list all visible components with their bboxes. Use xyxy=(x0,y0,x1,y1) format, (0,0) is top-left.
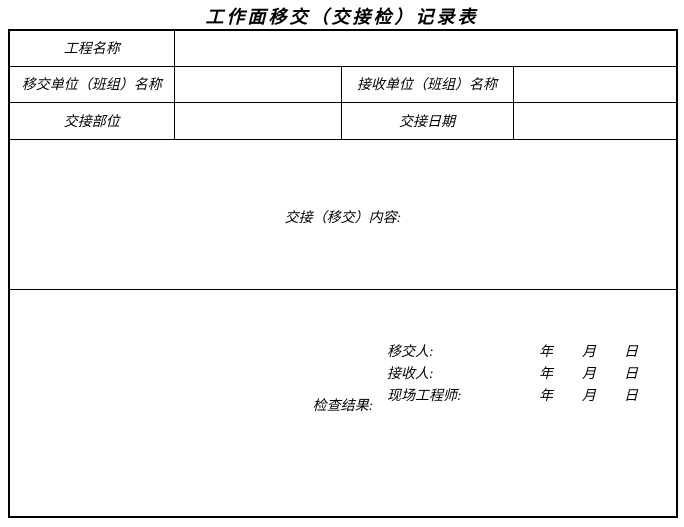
handover-date-value-cell[interactable] xyxy=(512,101,678,140)
transferor-day-label: 日 xyxy=(624,345,638,361)
handover-part-value-cell[interactable] xyxy=(173,101,342,140)
inspection-result-label: 检查结果: xyxy=(312,399,374,415)
handover-content-label: 交接（移交）内容: xyxy=(284,210,402,226)
project-name-value-cell[interactable] xyxy=(173,29,678,67)
handover-record-table: 工程名称 移交单位（班组）名称 接收单位（班组）名称 交接部位 交接日期 交接（… xyxy=(8,29,678,518)
site-engineer-year-label: 年 xyxy=(539,389,553,405)
transferor-year-label: 年 xyxy=(539,345,553,361)
page-title: 工作面移交（交接检）记录表 xyxy=(205,7,479,27)
inspection-result-cell[interactable]: 检查结果: 移交人: 年 月 日 接收人: 年 xyxy=(8,288,678,518)
transfer-unit-label: 移交单位（班组）名称 xyxy=(8,65,175,103)
site-engineer-day-label: 日 xyxy=(624,389,638,405)
receive-unit-value-cell[interactable] xyxy=(512,65,678,103)
signature-row-transferor: 移交人: 年 月 日 xyxy=(387,341,667,363)
signature-block: 移交人: 年 月 日 接收人: 年 月 日 xyxy=(387,341,667,407)
inspection-result-area: 检查结果: 移交人: 年 月 日 接收人: 年 xyxy=(13,345,673,415)
table-row: 交接部位 交接日期 xyxy=(8,101,678,140)
signature-row-site-engineer: 现场工程师: 年 月 日 xyxy=(387,385,667,407)
site-engineer-month-label: 月 xyxy=(582,389,596,405)
receiver-label: 接收人: xyxy=(387,367,434,383)
table-row: 工程名称 xyxy=(8,29,678,67)
handover-content-area: 交接（移交）内容: xyxy=(13,202,673,227)
transfer-unit-value-cell[interactable] xyxy=(173,65,342,103)
table-row: 检查结果: 移交人: 年 月 日 接收人: 年 xyxy=(8,288,678,518)
project-name-label: 工程名称 xyxy=(8,29,175,67)
receiver-month-label: 月 xyxy=(582,367,596,383)
transferor-month-label: 月 xyxy=(582,345,596,361)
receiver-day-label: 日 xyxy=(624,367,638,383)
receive-unit-label: 接收单位（班组）名称 xyxy=(340,65,514,103)
table-row: 移交单位（班组）名称 接收单位（班组）名称 xyxy=(8,65,678,103)
receiver-year-label: 年 xyxy=(539,367,553,383)
table-row: 交接（移交）内容: xyxy=(8,138,678,290)
signature-row-receiver: 接收人: 年 月 日 xyxy=(387,363,667,385)
site-engineer-label: 现场工程师: xyxy=(387,389,462,405)
handover-content-cell[interactable]: 交接（移交）内容: xyxy=(8,138,678,290)
handover-date-label: 交接日期 xyxy=(340,101,514,140)
handover-part-label: 交接部位 xyxy=(8,101,175,140)
transferor-label: 移交人: xyxy=(387,345,434,361)
